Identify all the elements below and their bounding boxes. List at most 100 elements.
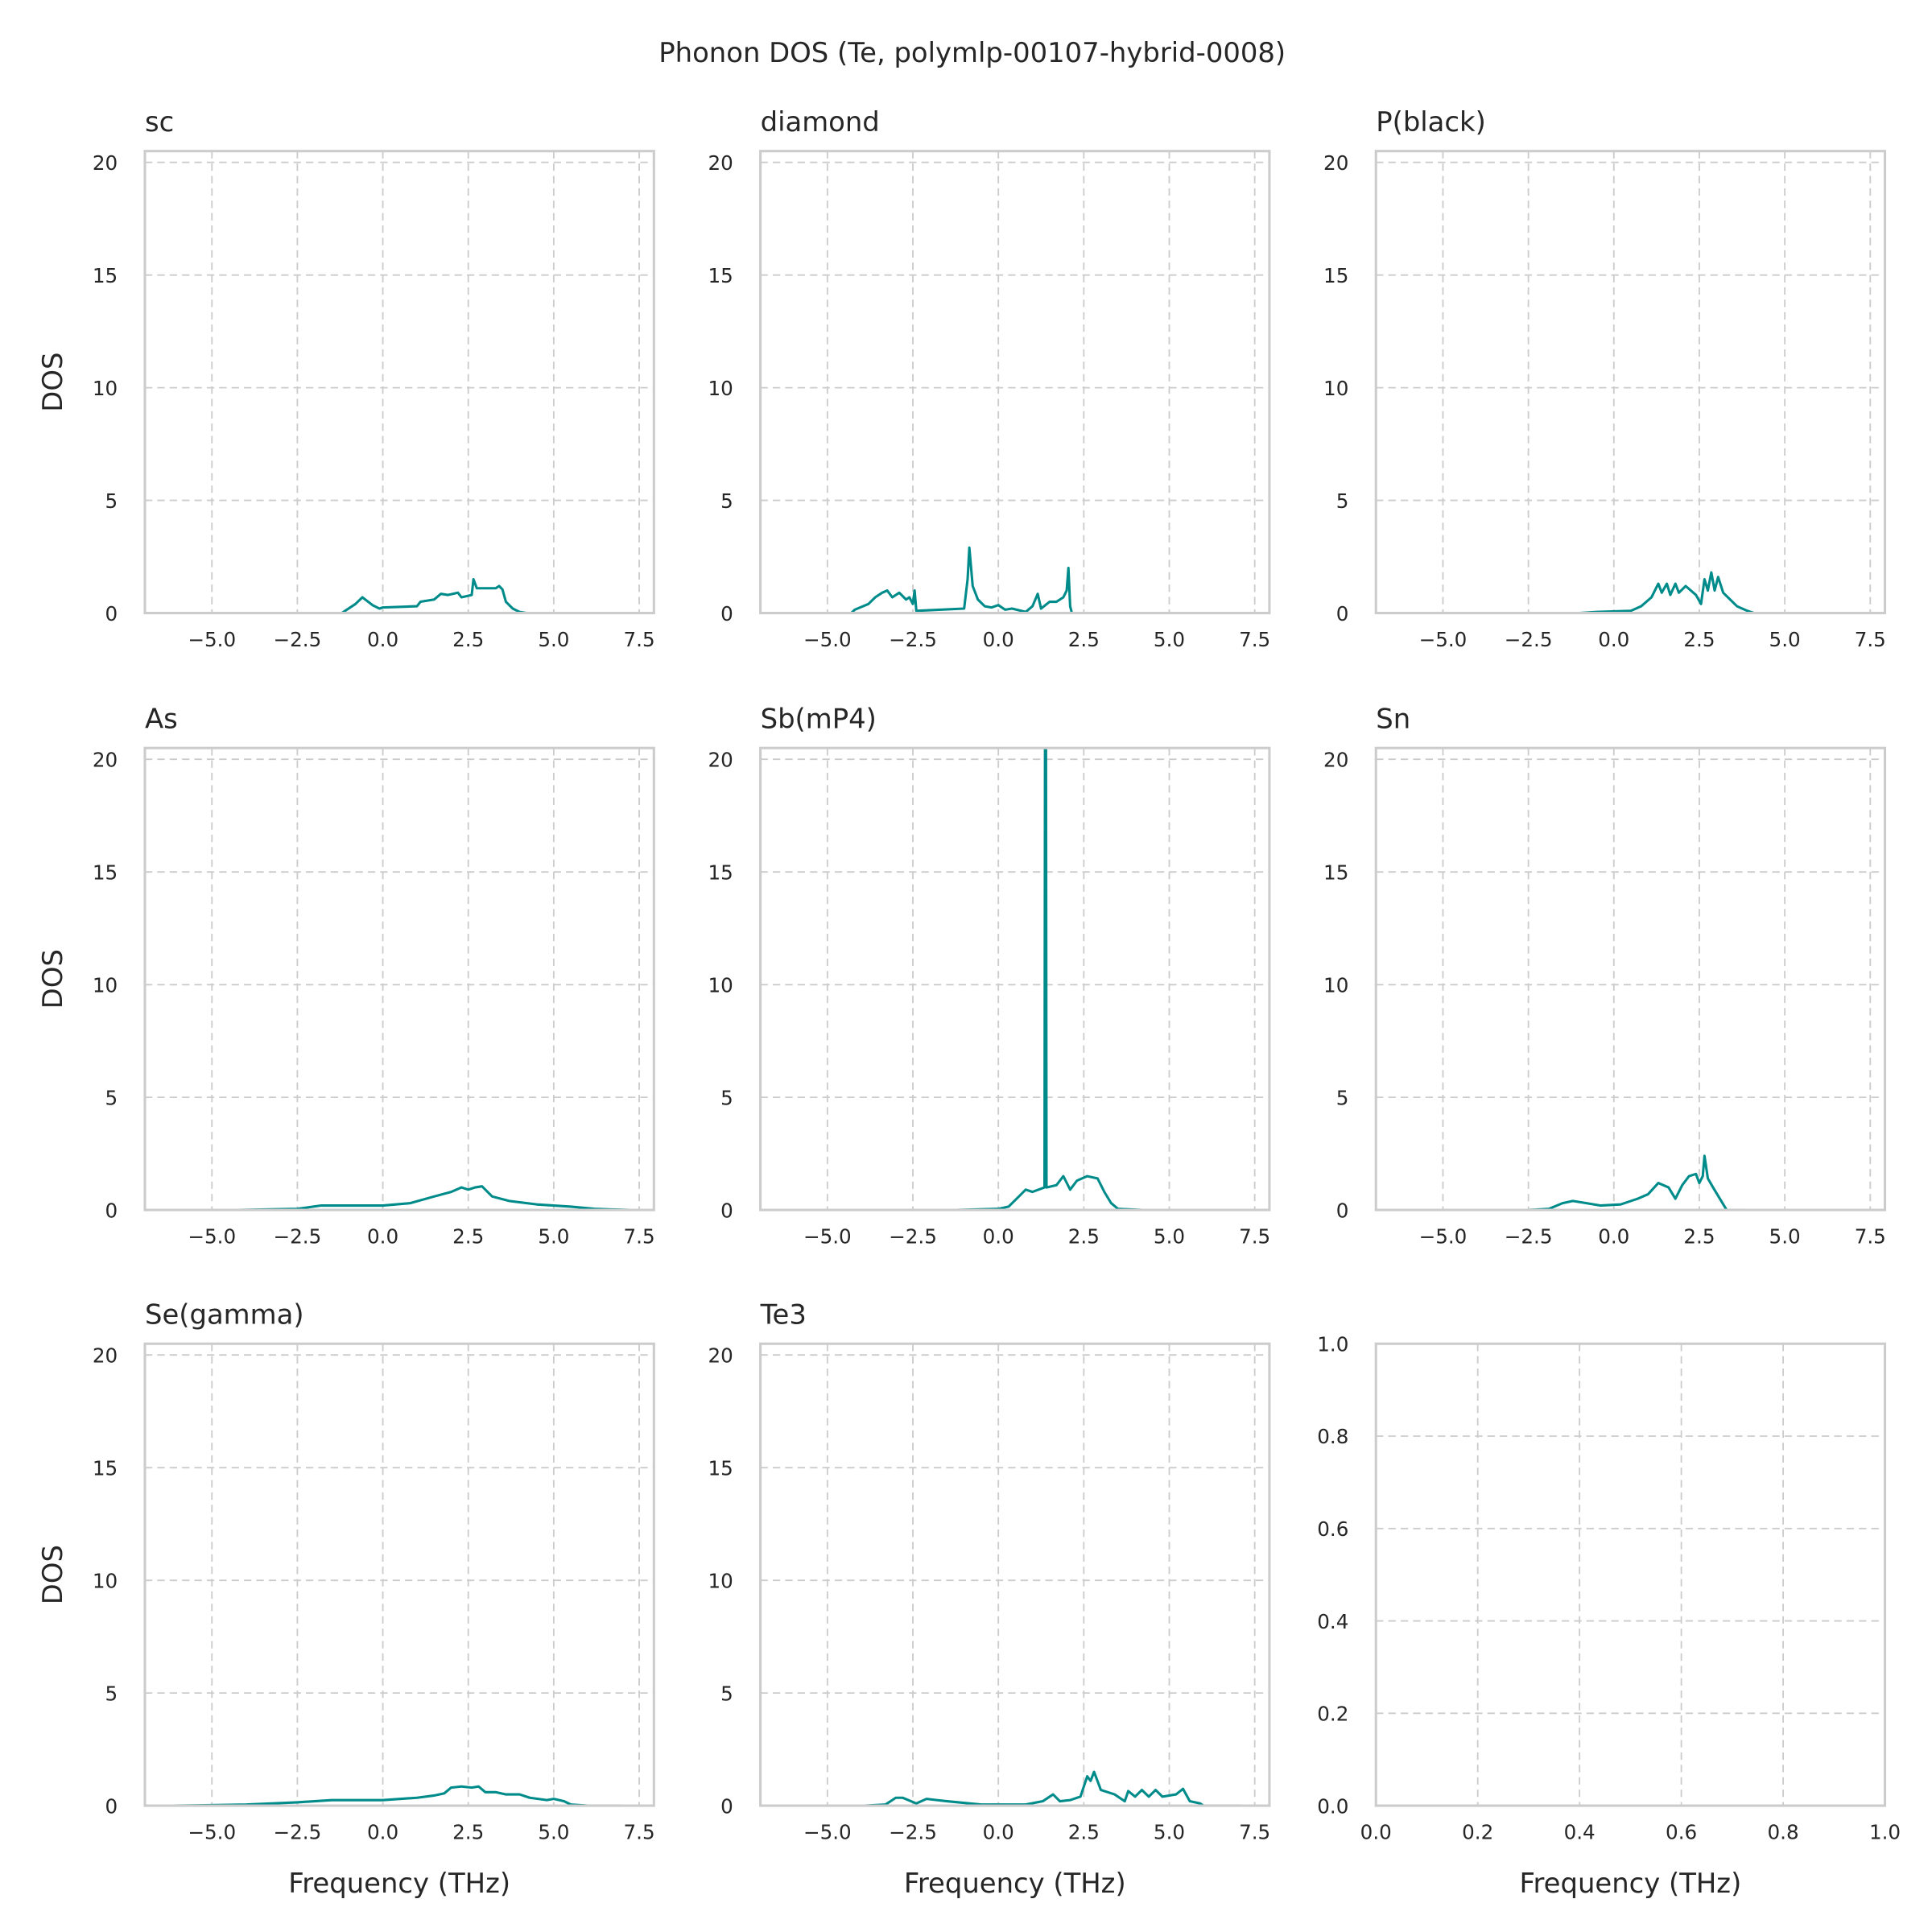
axes-frame: [1374, 746, 1887, 1212]
y-tick-label: 15: [708, 1456, 733, 1480]
subplot-title: Se(gamma): [145, 1299, 304, 1331]
x-tick-label: −5.0: [803, 1821, 852, 1844]
x-tick-label: 5.0: [1154, 628, 1185, 651]
x-tick-label: −5.0: [1419, 1225, 1468, 1249]
y-tick-label: 15: [1323, 264, 1348, 287]
y-tick-label: 5: [720, 489, 733, 513]
y-tick-label: 10: [708, 1569, 733, 1592]
x-tick-label: 5.0: [1769, 1225, 1801, 1249]
x-tick-label: −5.0: [1419, 628, 1468, 651]
y-tick-label: 20: [93, 151, 118, 175]
x-tick-label: 2.5: [1683, 628, 1715, 651]
x-axis-label: Frequency (THz): [288, 1868, 510, 1899]
subplot-title: P(black): [1376, 106, 1486, 138]
subplot-3: −5.0 −2.5 0.0 2.5 5.0 7.5 0 5 10 15 20 As DOS: [37, 704, 655, 1249]
axes-frame: [143, 1342, 655, 1807]
x-tick-label: 0.2: [1462, 1821, 1493, 1844]
x-tick-label: 2.5: [1068, 1821, 1100, 1844]
x-axis-label: Frequency (THz): [904, 1868, 1126, 1899]
y-tick-label: 1.0: [1317, 1332, 1348, 1356]
x-tick-label: 7.5: [1855, 628, 1886, 651]
subplot-title: Sb(mP4): [761, 704, 877, 735]
y-tick-label: 0: [720, 1199, 733, 1222]
x-tick-label: 7.5: [1239, 1821, 1270, 1844]
y-tick-label: 10: [708, 377, 733, 400]
x-tick-label: 5.0: [1154, 1821, 1185, 1844]
x-tick-label: −5.0: [803, 1225, 852, 1249]
y-tick-label: 10: [93, 377, 118, 400]
axes-frame: [143, 150, 655, 615]
y-tick-label: 0.2: [1317, 1703, 1348, 1726]
y-tick-label: 5: [1336, 1086, 1349, 1109]
y-tick-label: 5: [105, 1682, 118, 1705]
x-tick-label: 2.5: [452, 1821, 484, 1844]
y-axis-label: DOS: [37, 1545, 68, 1604]
axes-frame: [143, 746, 655, 1212]
x-tick-label: 2.5: [452, 628, 484, 651]
dos-line: [1579, 571, 1755, 613]
x-tick-label: 2.5: [1068, 628, 1100, 651]
x-tick-label: 0.0: [367, 1821, 398, 1844]
x-tick-label: 7.5: [1855, 1225, 1886, 1249]
x-tick-label: 0.8: [1768, 1821, 1799, 1844]
y-tick-label: 0.8: [1317, 1425, 1348, 1448]
subplot-1: −5.0 −2.5 0.0 2.5 5.0 7.5 0 5 10 15 20 diamond: [708, 106, 1271, 651]
x-tick-label: 2.5: [452, 1225, 484, 1249]
dos-line: [1528, 1154, 1744, 1211]
x-tick-label: 5.0: [1769, 628, 1801, 651]
y-tick-label: 20: [708, 748, 733, 771]
subplot-5: −5.0 −2.5 0.0 2.5 5.0 7.5 0 5 10 15 20 Sn: [1323, 704, 1887, 1249]
y-tick-label: 10: [93, 973, 118, 997]
x-tick-label: −2.5: [889, 628, 937, 651]
subplot-0: −5.0 −2.5 0.0 2.5 5.0 7.5 0 5 10 15 20 sc DOS: [37, 106, 655, 651]
x-tick-label: 0.0: [983, 628, 1014, 651]
dos-line: [850, 546, 1074, 613]
x-tick-label: −2.5: [889, 1821, 937, 1844]
x-tick-label: 7.5: [1239, 628, 1270, 651]
x-tick-label: 7.5: [1239, 1225, 1270, 1249]
y-tick-label: 0: [105, 1199, 118, 1222]
y-tick-label: 15: [1323, 861, 1348, 884]
y-tick-label: 15: [708, 264, 733, 287]
x-tick-label: −2.5: [274, 1225, 322, 1249]
x-tick-label: 0.0: [1360, 1821, 1392, 1844]
x-tick-label: 1.0: [1869, 1821, 1901, 1844]
x-tick-label: 2.5: [1683, 1225, 1715, 1249]
y-tick-label: 20: [93, 1344, 118, 1367]
x-tick-label: 0.0: [983, 1821, 1014, 1844]
subplot-title: sc: [145, 106, 174, 138]
y-tick-label: 5: [105, 1086, 118, 1109]
y-tick-label: 5: [105, 489, 118, 513]
x-tick-label: 0.0: [1598, 628, 1629, 651]
y-tick-label: 15: [93, 861, 118, 884]
x-tick-label: 5.0: [538, 1821, 569, 1844]
y-tick-label: 10: [1323, 377, 1348, 400]
y-tick-label: 15: [93, 1456, 118, 1480]
x-tick-label: −2.5: [274, 628, 322, 651]
x-tick-label: 0.0: [983, 1225, 1014, 1249]
y-tick-label: 0: [105, 1794, 118, 1818]
subplot-7: −5.0 −2.5 0.0 2.5 5.0 7.5 0 5 10 15 20 Te3 Frequency…: [708, 1299, 1271, 1899]
subplot-4: −5.0 −2.5 0.0 2.5 5.0 7.5 0 5 10 15 20 Sb(mP4): [708, 704, 1271, 1249]
subplot-title: Te3: [760, 1299, 807, 1331]
x-tick-label: −5.0: [188, 1821, 236, 1844]
x-tick-label: −5.0: [188, 628, 236, 651]
x-tick-label: −5.0: [188, 1225, 236, 1249]
y-axis-label: DOS: [37, 949, 68, 1009]
subplot-6: −5.0 −2.5 0.0 2.5 5.0 7.5 0 5 10 15 20 Se(gamma) DOS…: [37, 1299, 655, 1899]
subplot-2: −5.0 −2.5 0.0 2.5 5.0 7.5 0 5 10 15 20 P(black): [1323, 106, 1887, 651]
y-tick-label: 10: [93, 1569, 118, 1592]
axes-frame: [759, 1342, 1271, 1807]
axes-frame: [1374, 150, 1887, 615]
y-tick-label: 0.6: [1317, 1517, 1348, 1541]
axes-frame: [759, 150, 1271, 615]
y-tick-label: 20: [1323, 151, 1348, 175]
y-tick-label: 0: [1336, 1199, 1349, 1222]
dos-line: [957, 748, 1142, 1211]
dos-line: [341, 578, 527, 613]
x-tick-label: −2.5: [274, 1821, 322, 1844]
y-tick-label: 5: [720, 1682, 733, 1705]
x-tick-label: −2.5: [1505, 1225, 1553, 1249]
dos-line: [174, 1785, 622, 1806]
axes-frame: [759, 746, 1271, 1212]
